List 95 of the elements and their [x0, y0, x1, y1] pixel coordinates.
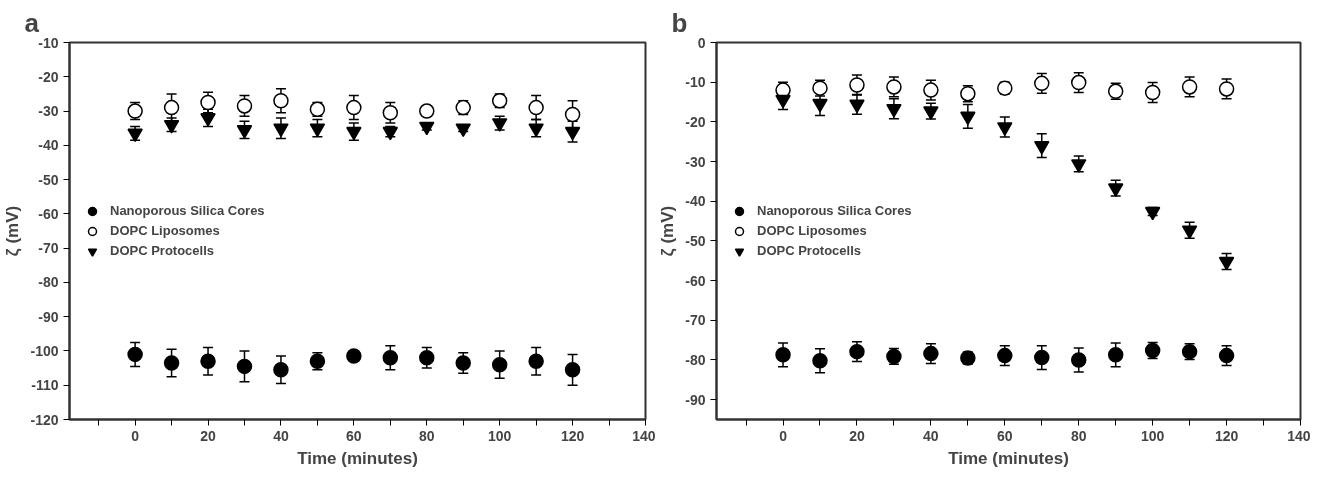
y-tick-label: -40: [38, 137, 59, 154]
point: [528, 123, 544, 138]
point: [1070, 159, 1087, 173]
x-tick-label: 0: [131, 427, 140, 444]
x-tick-label: 100: [1140, 427, 1165, 444]
point: [528, 353, 544, 369]
x-tick-label: 60: [346, 427, 362, 444]
y-tick-label: -30: [685, 153, 706, 170]
point: [886, 103, 902, 118]
x-axis-title: Time (minutes): [948, 448, 1069, 468]
point: [564, 126, 581, 141]
y-tick-label: -70: [38, 240, 59, 257]
x-tick-label: 20: [200, 427, 217, 444]
x-axis-title: Time (minutes): [297, 448, 418, 468]
point: [775, 94, 791, 109]
point: [273, 123, 289, 138]
legend-label: DOPC Protocells: [757, 243, 862, 258]
point: [1070, 352, 1087, 368]
point: [346, 126, 362, 141]
point: [346, 348, 362, 364]
point: [419, 121, 435, 136]
x-tick-label: 140: [632, 427, 656, 444]
y-tick-label: -50: [38, 171, 59, 188]
y-tick-label: -20: [38, 68, 59, 85]
x-tick-label: 60: [997, 427, 1013, 444]
y-tick-label: -10: [685, 74, 706, 91]
y-axis-title: ζ (mV): [3, 205, 23, 257]
point: [1034, 140, 1050, 155]
y-tick-label: -40: [685, 193, 706, 210]
legend-label: Nanoporous Silica Cores: [757, 203, 912, 218]
point: [812, 98, 828, 113]
legend-label: DOPC Liposomes: [110, 223, 220, 238]
y-tick-label: -10: [38, 34, 59, 51]
point: [163, 99, 180, 116]
y-tick-label: 0: [697, 34, 706, 51]
point: [236, 98, 253, 114]
point: [564, 106, 581, 123]
x-tick-label: 80: [418, 427, 435, 444]
point: [528, 99, 544, 116]
point: [309, 123, 326, 138]
point: [236, 125, 253, 139]
x-tick-label: 0: [779, 427, 788, 444]
y-tick-label: -20: [685, 113, 706, 130]
y-tick-label: -50: [685, 232, 706, 249]
legend-label: Nanoporous Silica Cores: [110, 203, 265, 218]
x-tick-label: 40: [923, 427, 939, 444]
point: [273, 93, 289, 109]
y-tick-label: -90: [38, 308, 59, 325]
point: [455, 123, 471, 138]
y-tick-label: -60: [685, 272, 706, 289]
point: [997, 122, 1013, 136]
y-tick-label: -30: [38, 103, 59, 120]
point: [419, 350, 435, 366]
x-tick-label: 100: [488, 427, 512, 444]
point: [1034, 349, 1050, 366]
y-tick-label: -80: [685, 351, 706, 368]
point: [163, 355, 180, 371]
y-tick-label: -80: [38, 274, 59, 291]
point: [491, 356, 508, 373]
point: [1144, 206, 1161, 221]
point: [236, 358, 253, 375]
point: [775, 347, 791, 363]
y-tick-label: -120: [30, 411, 59, 428]
x-tick-label: 120: [1214, 427, 1239, 444]
point: [127, 346, 143, 363]
point: [419, 103, 435, 119]
point: [1107, 347, 1124, 363]
point: [564, 362, 581, 378]
y-axis-title: ζ (mV): [658, 205, 678, 257]
legend-label: DOPC Liposomes: [757, 223, 867, 238]
x-tick-label: 40: [273, 427, 289, 444]
point: [812, 353, 828, 369]
y-tick-label: -100: [30, 342, 59, 359]
chart-title: a: [24, 7, 40, 38]
point: [1181, 225, 1198, 240]
point: [923, 106, 939, 120]
point: [273, 362, 289, 378]
point: [1107, 183, 1124, 197]
x-tick-label: 80: [1070, 427, 1087, 444]
legend-label: DOPC Protocells: [110, 243, 215, 258]
chart-title: b: [671, 7, 688, 38]
x-tick-label: 20: [849, 427, 865, 444]
point: [960, 111, 976, 126]
point: [455, 355, 471, 371]
y-tick-label: -60: [38, 205, 59, 222]
point: [1218, 256, 1235, 271]
x-tick-label: 140: [1287, 427, 1311, 444]
x-tick-label: 120: [560, 427, 585, 444]
y-tick-label: -110: [31, 377, 59, 394]
y-tick-label: -70: [685, 312, 706, 329]
point: [346, 99, 362, 116]
point: [382, 350, 399, 366]
point: [849, 99, 865, 114]
y-tick-label: -90: [685, 391, 706, 408]
point: [200, 353, 216, 369]
